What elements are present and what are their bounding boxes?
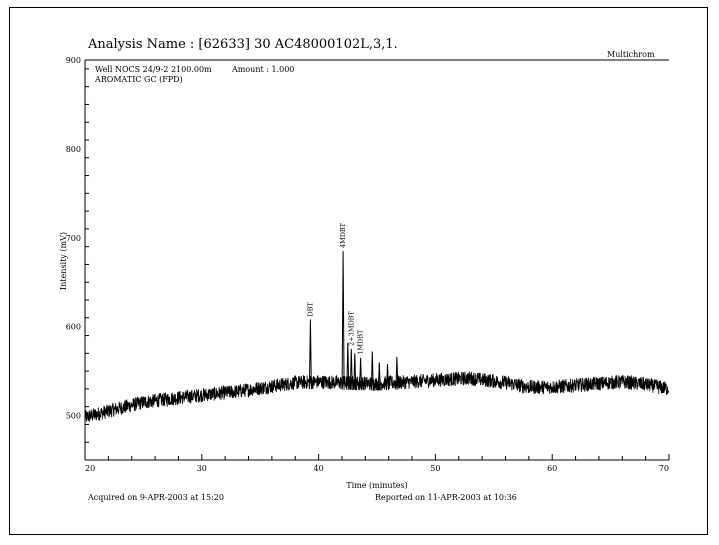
peak xyxy=(377,362,381,391)
report-frame xyxy=(9,7,708,535)
peak xyxy=(386,363,389,391)
peak xyxy=(346,342,350,390)
peak-label: 4MDBT xyxy=(339,222,347,248)
peak xyxy=(341,251,345,390)
analysis-title: Analysis Name : [62633] 30 AC48000102L,3… xyxy=(87,37,398,52)
reported-date: Reported on 11-APR-2003 at 10:36 xyxy=(375,493,517,502)
method-label: AROMATIC GC (FPD) xyxy=(94,75,183,84)
peak xyxy=(359,357,363,391)
y-tick-label: 500 xyxy=(66,412,81,421)
peak xyxy=(353,353,357,391)
x-tick-label: 70 xyxy=(659,464,669,473)
peak-labels: DBT 4MDBT 2+3MDBT 1MDBT xyxy=(306,222,364,354)
trace xyxy=(84,251,670,422)
peak xyxy=(308,319,312,390)
x-tick-label: 30 xyxy=(197,464,207,473)
peak-label: 1MDBT xyxy=(357,329,365,355)
axes: 500 600 700 800 900 20 30 40 50 60 70 xyxy=(66,56,670,473)
x-tick-label: 40 xyxy=(314,464,324,473)
y-tick-label: 800 xyxy=(66,145,81,154)
x-tick-label: 60 xyxy=(547,464,557,473)
peak xyxy=(349,348,353,391)
peak-label: DBT xyxy=(306,302,314,317)
peak-label: 2+3MDBT xyxy=(347,311,355,346)
x-tick-label: 50 xyxy=(430,464,440,473)
y-tick-label: 700 xyxy=(66,234,81,243)
y-tick-label: 900 xyxy=(66,56,81,65)
software-label: Multichrom xyxy=(607,50,655,59)
x-tick-label: 20 xyxy=(85,464,95,473)
y-axis-label: Intensity (mV) xyxy=(59,232,68,290)
signal-trace xyxy=(84,371,670,422)
peak xyxy=(370,351,374,391)
amount-label: Amount : 1.000 xyxy=(231,65,294,74)
peak xyxy=(395,356,399,390)
x-axis-label: Time (minutes) xyxy=(346,481,408,490)
well-info: Well NOCS 24/9-2 2100.00m xyxy=(95,65,212,74)
acquired-date: Acquired on 9-APR-2003 at 15:20 xyxy=(87,493,224,502)
y-tick-label: 600 xyxy=(66,323,81,332)
